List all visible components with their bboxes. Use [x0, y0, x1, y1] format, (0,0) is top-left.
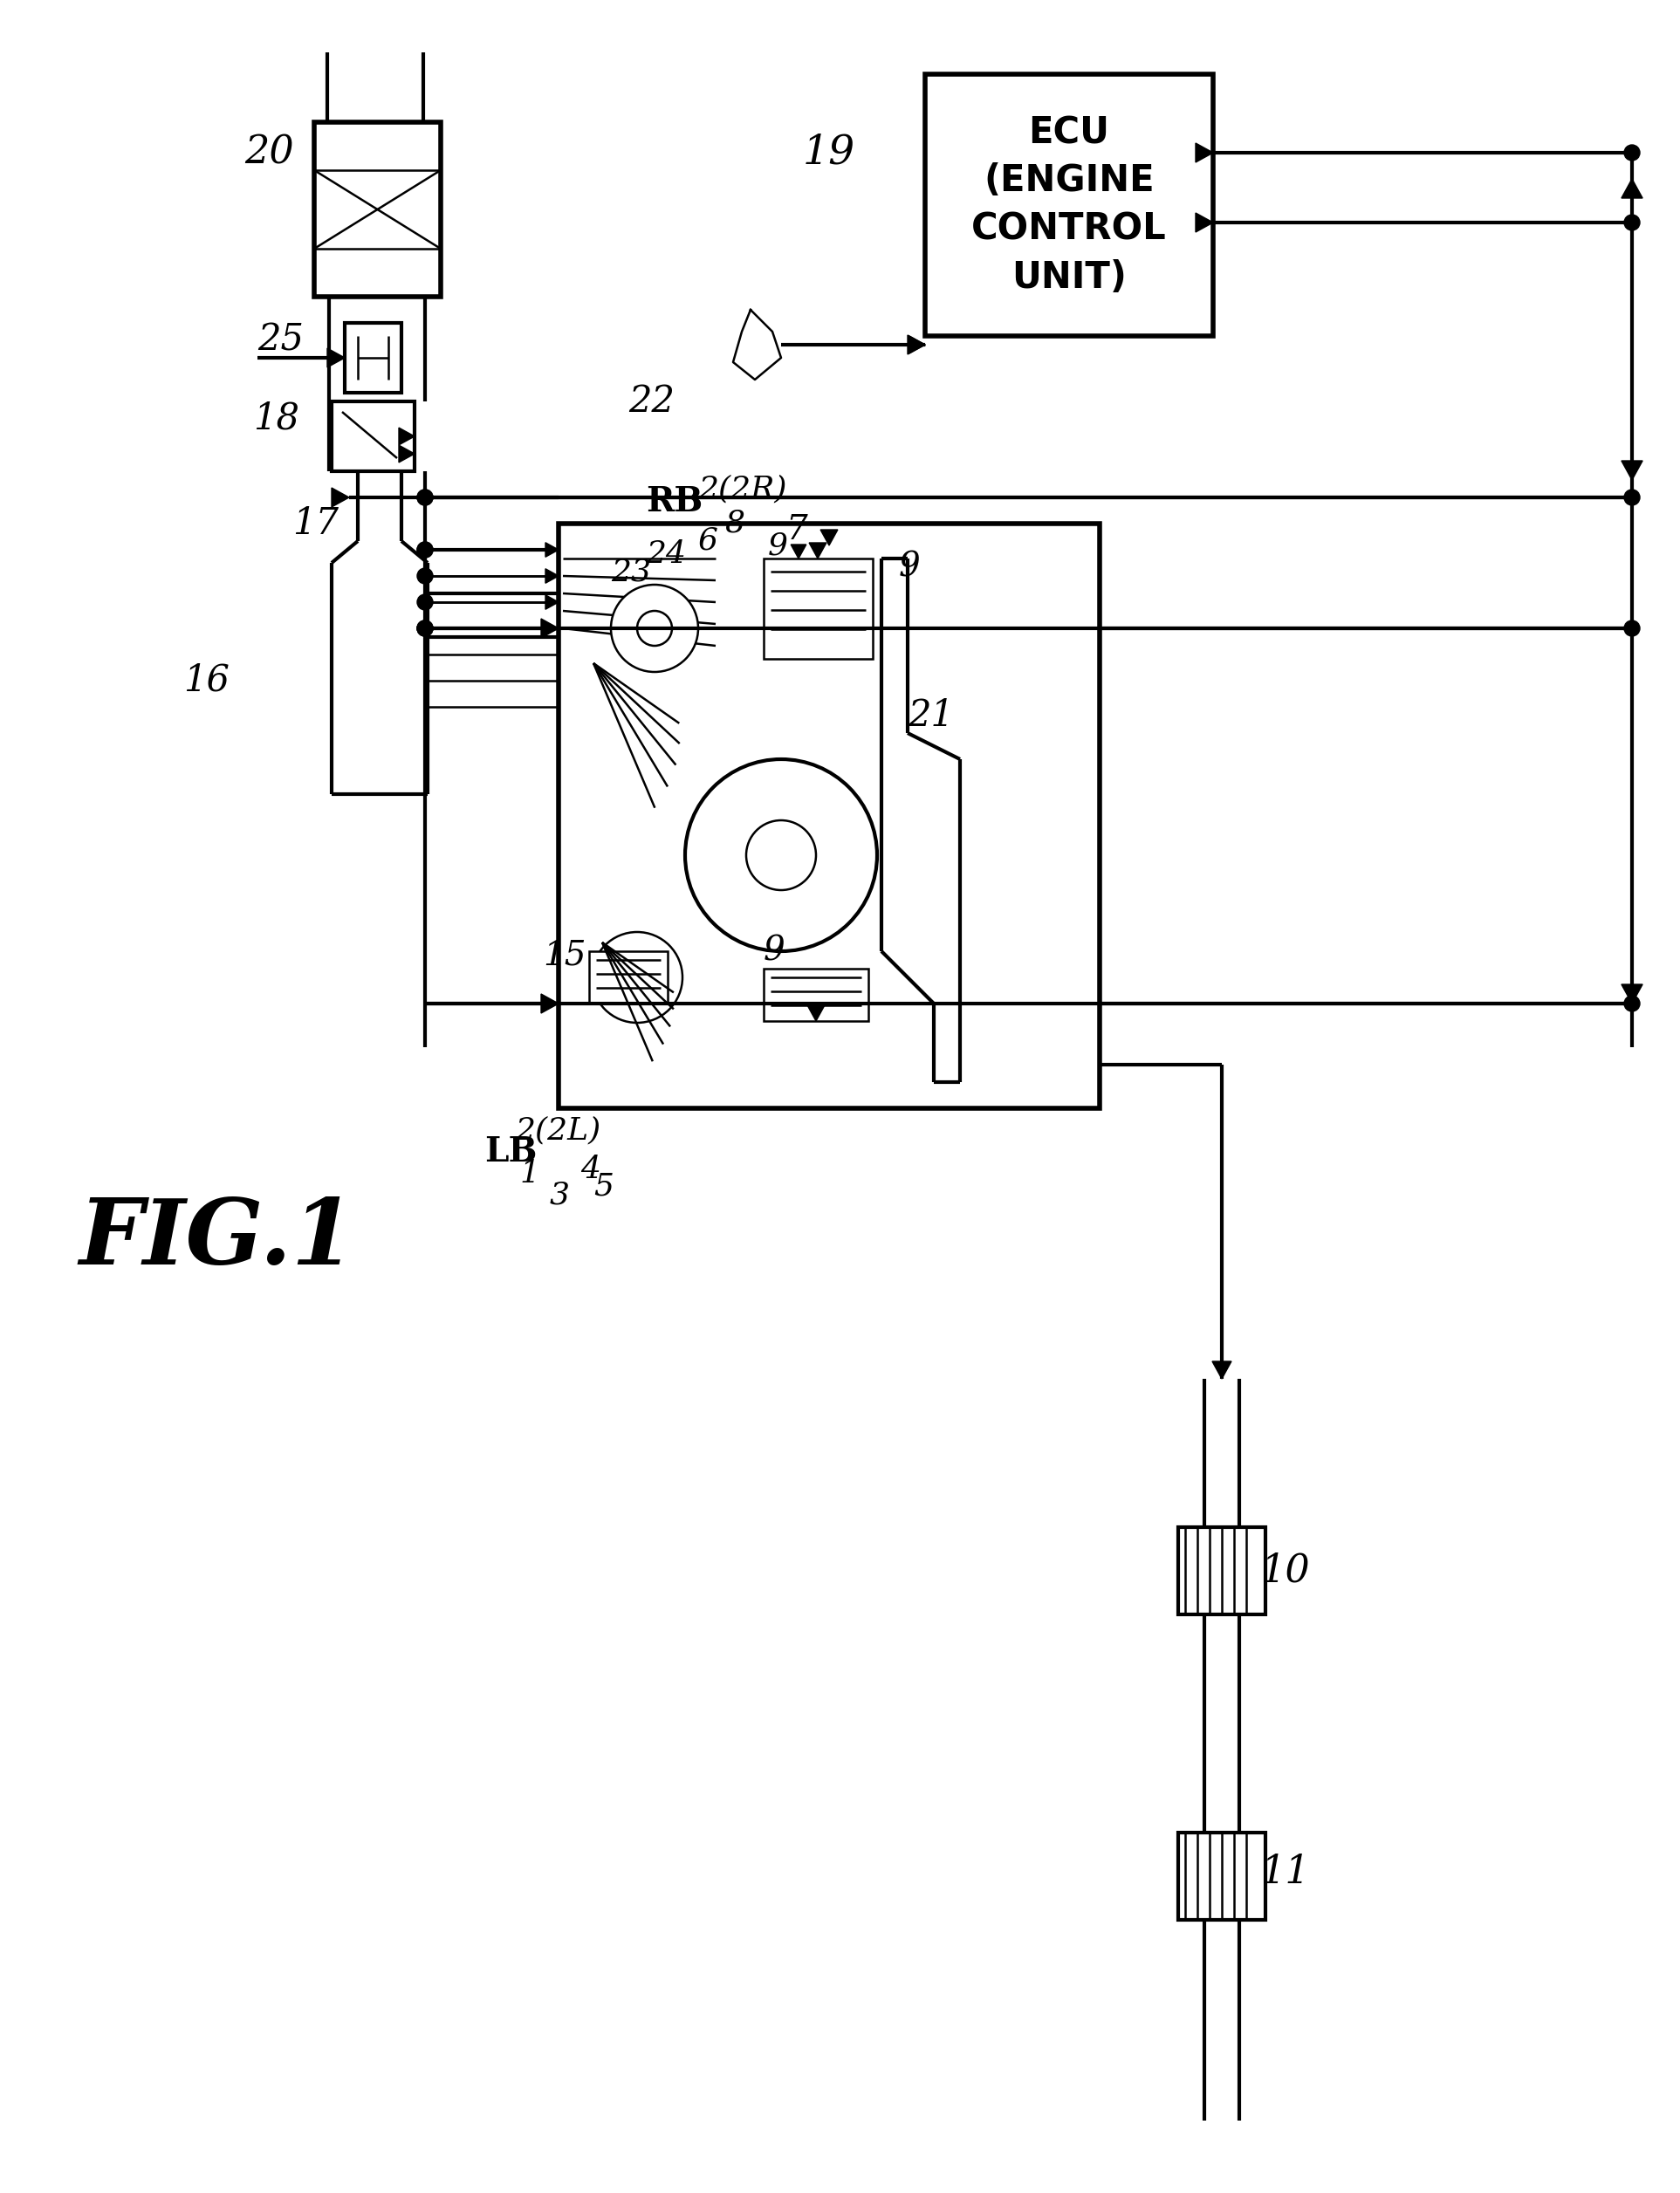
Polygon shape: [820, 531, 838, 546]
Text: 18: 18: [254, 401, 299, 436]
Polygon shape: [331, 487, 349, 507]
Polygon shape: [546, 542, 558, 557]
Text: 25: 25: [257, 322, 304, 360]
Text: 2(2R): 2(2R): [699, 474, 786, 504]
Text: 4: 4: [580, 1154, 600, 1184]
Polygon shape: [1196, 143, 1213, 162]
Text: 21: 21: [907, 697, 954, 735]
Bar: [764, 969, 869, 1022]
Text: 9: 9: [899, 550, 921, 583]
Bar: [926, 75, 1213, 336]
Polygon shape: [328, 349, 344, 368]
Circle shape: [417, 568, 433, 583]
Polygon shape: [810, 544, 827, 559]
Text: 5: 5: [593, 1171, 613, 1202]
Text: 1: 1: [519, 1158, 539, 1189]
Bar: [314, 123, 440, 296]
Text: ECU
(ENGINE
CONTROL
UNIT): ECU (ENGINE CONTROL UNIT): [971, 114, 1166, 296]
Circle shape: [417, 594, 433, 610]
Circle shape: [1625, 215, 1640, 230]
Circle shape: [417, 489, 433, 504]
Circle shape: [637, 612, 672, 645]
Circle shape: [685, 759, 877, 952]
Circle shape: [417, 489, 433, 504]
Text: 3: 3: [549, 1180, 570, 1211]
Polygon shape: [398, 445, 415, 463]
Polygon shape: [1621, 985, 1643, 1004]
Text: FIG.1: FIG.1: [79, 1195, 354, 1283]
Bar: [764, 559, 872, 658]
Text: LB: LB: [484, 1136, 538, 1169]
Circle shape: [417, 621, 433, 636]
Polygon shape: [541, 618, 558, 638]
Polygon shape: [1621, 180, 1643, 197]
Polygon shape: [1196, 213, 1213, 232]
Polygon shape: [398, 428, 415, 445]
Polygon shape: [1621, 461, 1643, 480]
Polygon shape: [1213, 1362, 1231, 1379]
Polygon shape: [808, 1004, 825, 1022]
Circle shape: [417, 621, 433, 636]
Text: 19: 19: [803, 134, 855, 173]
Polygon shape: [546, 568, 558, 583]
Text: 15: 15: [543, 939, 586, 971]
Polygon shape: [546, 594, 558, 610]
Text: 16: 16: [183, 662, 230, 700]
Text: 9: 9: [764, 934, 785, 967]
Text: 11: 11: [1262, 1853, 1310, 1890]
Bar: [344, 322, 402, 393]
Circle shape: [591, 932, 682, 1022]
Bar: [1178, 1833, 1265, 1919]
Bar: [331, 401, 415, 471]
Bar: [558, 524, 1100, 1107]
Circle shape: [417, 542, 433, 557]
Polygon shape: [541, 993, 558, 1013]
Text: 7: 7: [786, 515, 806, 546]
Text: 22: 22: [628, 384, 675, 419]
Text: RB: RB: [645, 485, 702, 518]
Circle shape: [1625, 489, 1640, 504]
Polygon shape: [909, 336, 926, 353]
Text: 24: 24: [645, 539, 685, 568]
Text: 6: 6: [699, 526, 719, 555]
Circle shape: [612, 586, 699, 671]
Circle shape: [417, 542, 433, 557]
Circle shape: [417, 621, 433, 636]
Bar: [1178, 1526, 1265, 1614]
Circle shape: [1625, 621, 1640, 636]
Text: 23: 23: [612, 557, 652, 586]
Polygon shape: [791, 544, 806, 559]
Text: 10: 10: [1262, 1553, 1310, 1590]
Circle shape: [618, 958, 657, 996]
Text: 2(2L): 2(2L): [514, 1116, 601, 1145]
Text: 17: 17: [292, 504, 339, 542]
Polygon shape: [907, 336, 926, 355]
Circle shape: [1625, 996, 1640, 1011]
Circle shape: [746, 820, 816, 890]
Text: 8: 8: [724, 509, 744, 539]
Text: 9: 9: [768, 531, 788, 559]
Text: 20: 20: [244, 134, 294, 171]
Circle shape: [1625, 145, 1640, 160]
Bar: [590, 952, 667, 1004]
